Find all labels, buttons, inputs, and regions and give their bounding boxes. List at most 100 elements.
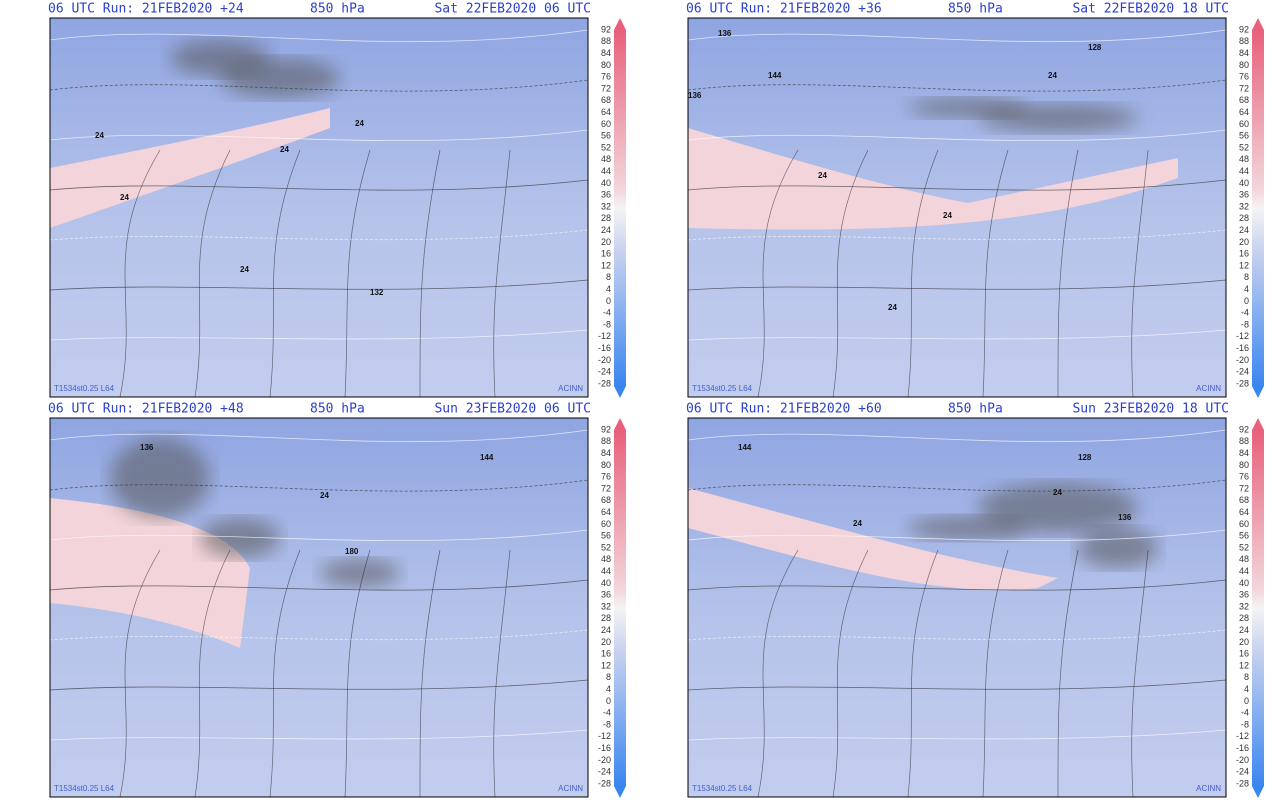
map	[687, 17, 1227, 398]
colorbar-label: 24	[601, 625, 611, 635]
colorbar-label: 64	[1239, 107, 1249, 117]
colorbar-label: 88	[1239, 436, 1249, 446]
contour-label: 24	[818, 171, 827, 180]
coastline	[194, 149, 231, 398]
contour-label: 24	[120, 193, 129, 202]
coastline	[493, 149, 511, 398]
colorbar-label: 12	[601, 260, 611, 270]
contour-line	[687, 729, 1227, 741]
colorbar-label: 92	[601, 424, 611, 434]
colorbar-label: 76	[601, 472, 611, 482]
contour-label: 24	[943, 211, 952, 220]
contour-label: 24	[853, 519, 862, 528]
colorbar-label: 40	[601, 578, 611, 588]
colorbar-label: 56	[1239, 531, 1249, 541]
colorbar-label: 24	[1239, 225, 1249, 235]
contour-line	[687, 179, 1227, 191]
colorbar-label: 32	[1239, 201, 1249, 211]
colorbar-label: 32	[1239, 601, 1249, 611]
coastline	[419, 549, 441, 798]
colorbar-label: 40	[601, 178, 611, 188]
coastline	[269, 549, 301, 798]
colorbar-label: 56	[601, 531, 611, 541]
colorbar-label: 8	[1244, 672, 1249, 682]
colorbar-label: 8	[606, 272, 611, 282]
contour-label: 24	[1053, 488, 1062, 497]
contour-label: 24	[240, 265, 249, 274]
map	[49, 17, 589, 398]
institute-label: ACINN	[1196, 784, 1221, 793]
institute-label: ACINN	[1196, 384, 1221, 393]
colorbar-label: 92	[1239, 424, 1249, 434]
colorbar-label: 88	[601, 36, 611, 46]
contour-line	[49, 79, 589, 92]
contour-line	[49, 29, 589, 43]
contour-line	[49, 229, 589, 241]
contour-label: 128	[1088, 43, 1102, 52]
cloud-shade	[1078, 528, 1158, 568]
panel-level-label: 850 hPa	[948, 2, 1003, 17]
colorbar-bottom-arrow	[614, 786, 626, 798]
colorbar-label: -24	[1236, 767, 1249, 777]
colorbar-label: 12	[1239, 660, 1249, 670]
colorbar-label: -28	[1236, 778, 1249, 788]
map	[49, 417, 589, 798]
colorbar-label: 32	[601, 201, 611, 211]
contour-label: 132	[370, 288, 384, 297]
contour-line	[49, 329, 589, 341]
colorbar-label: 56	[601, 131, 611, 141]
colorbar-label: 72	[601, 83, 611, 93]
warm-band	[688, 488, 1058, 590]
panel-run-label: 06 UTC Run: 21FEB2020 +48	[48, 402, 244, 417]
colorbar-label: -12	[598, 331, 611, 341]
colorbar-label: 68	[1239, 495, 1249, 505]
colorbar-label: 40	[1239, 578, 1249, 588]
colorbar-top-arrow	[614, 18, 626, 30]
colorbar-label: 64	[601, 507, 611, 517]
colorbar-label: -8	[603, 319, 611, 329]
colorbar-label: -28	[1236, 378, 1249, 388]
contour-label: 144	[480, 453, 494, 462]
contour-label: 144	[738, 443, 752, 452]
colorbar-bottom-arrow	[614, 386, 626, 398]
contour-line	[49, 479, 589, 492]
colorbar-label: 28	[1239, 213, 1249, 223]
map-border	[49, 417, 589, 798]
contour-label: 24	[95, 131, 104, 140]
map-panel: 06 UTC Run: 21FEB2020 +36 850 hPa Sat 22FE…	[686, 2, 1264, 398]
map-border	[49, 17, 589, 398]
cloud-shade	[908, 516, 1028, 540]
colorbar-label: -8	[1241, 319, 1249, 329]
coastline	[344, 149, 371, 398]
contour-label: 128	[1078, 453, 1092, 462]
colorbar-label: 20	[601, 237, 611, 247]
contour-line	[687, 29, 1227, 43]
contour-label: 136	[1118, 513, 1132, 522]
colorbar-label: 16	[601, 649, 611, 659]
colorbar-label: 40	[1239, 178, 1249, 188]
colorbar-label: 12	[601, 660, 611, 670]
contour-label: 136	[718, 29, 732, 38]
colorbar-top-arrow	[614, 418, 626, 430]
panel-run-label: 06 UTC Run: 21FEB2020 +36	[686, 2, 882, 17]
colorbar-label: 36	[1239, 190, 1249, 200]
colorbar-label: -8	[603, 719, 611, 729]
panel-valid-label: Sat 22FEB2020 18 UTC	[1072, 2, 1229, 17]
contour-line	[687, 129, 1227, 141]
colorbar-label: 64	[1239, 507, 1249, 517]
colorbar-label: 68	[601, 95, 611, 105]
colorbar-label: 52	[1239, 542, 1249, 552]
contour-line	[49, 179, 589, 191]
colorbar-label: 76	[1239, 72, 1249, 82]
colorbar-label: 92	[601, 24, 611, 34]
cloud-shade	[320, 559, 400, 587]
coastline	[269, 149, 301, 398]
colorbar	[1252, 430, 1264, 786]
colorbar-label: 36	[1239, 590, 1249, 600]
coastline	[419, 149, 441, 398]
colorbar-label: 16	[1239, 649, 1249, 659]
colorbar-label: 60	[601, 119, 611, 129]
colorbar-label: 36	[601, 590, 611, 600]
colorbar-label: -4	[1241, 708, 1249, 718]
